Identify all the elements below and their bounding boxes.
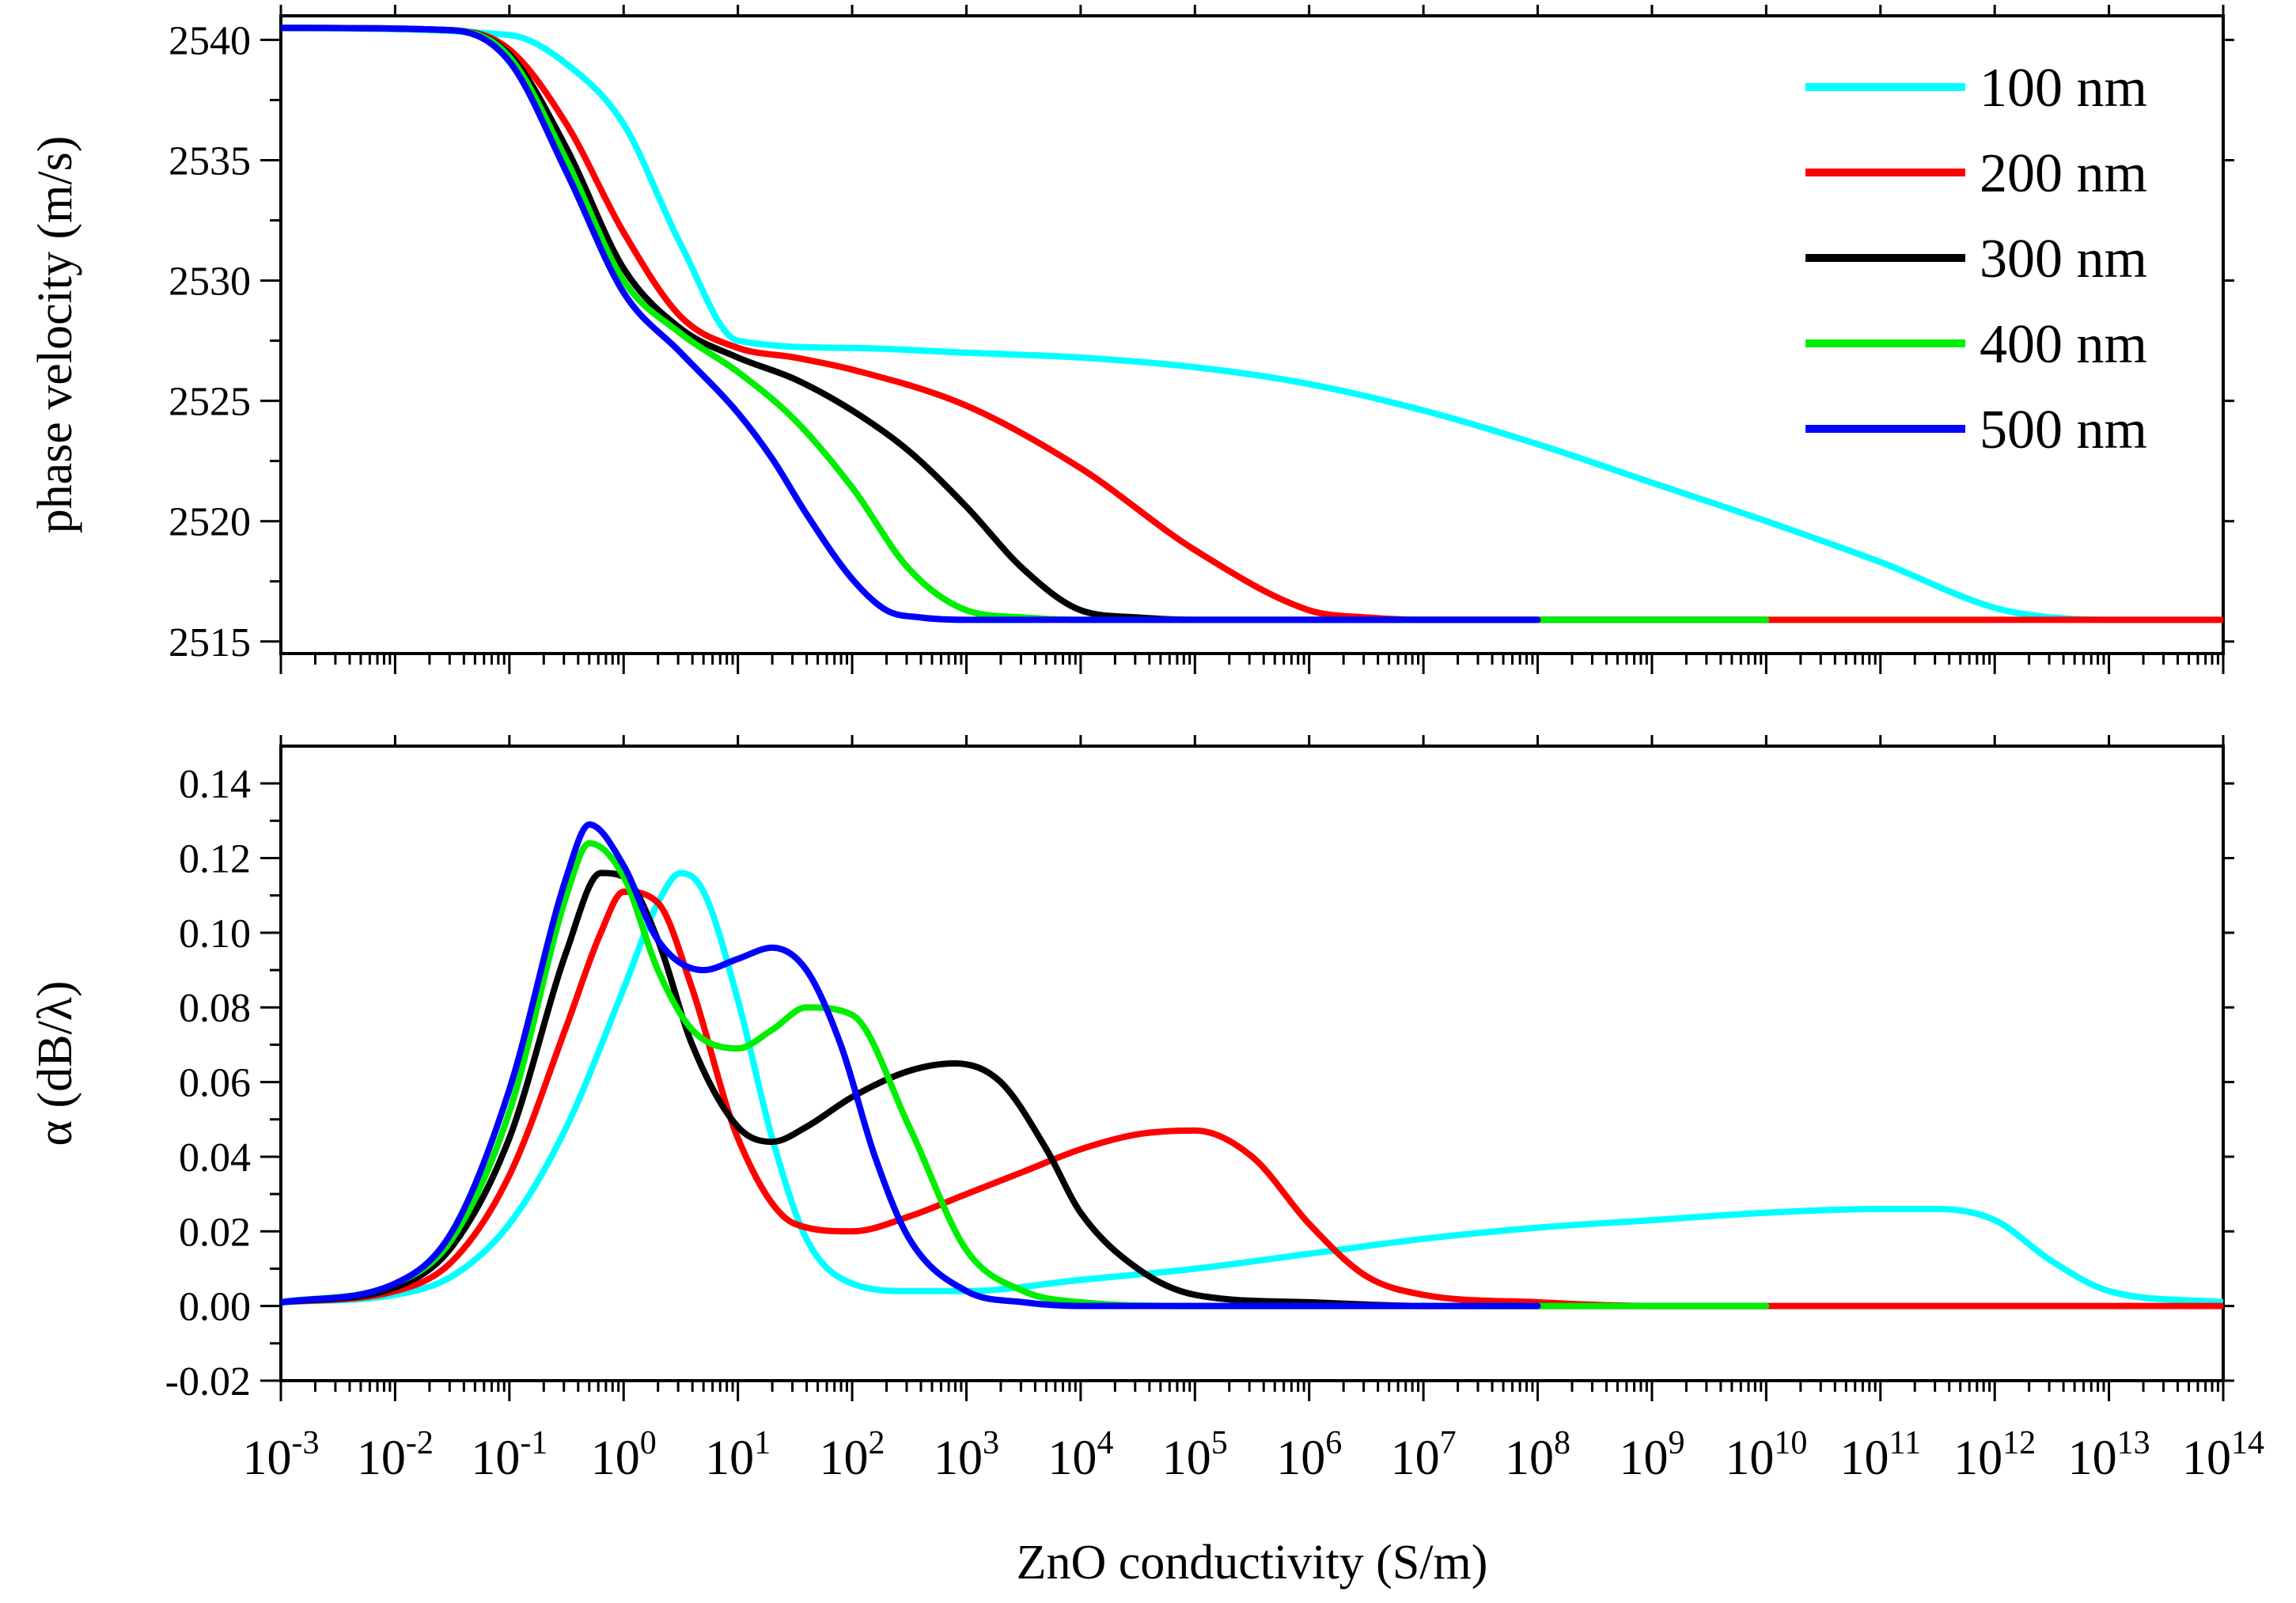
x-tick-label: 1010 bbox=[1725, 1425, 1807, 1485]
legend-label: 100 nm bbox=[1980, 58, 2147, 119]
x-tick-exponent: 5 bbox=[1211, 1425, 1228, 1461]
series-line-400-nm bbox=[281, 839, 1770, 1309]
x-tick-exponent: 12 bbox=[2002, 1425, 2036, 1461]
legend-label: 400 nm bbox=[1980, 314, 2147, 375]
x-tick-label: 102 bbox=[820, 1425, 885, 1485]
x-tick-base: 10 bbox=[1505, 1431, 1554, 1485]
x-tick-label: 1014 bbox=[2182, 1425, 2264, 1485]
legend-label: 300 nm bbox=[1980, 229, 2147, 290]
y-tick-label: 2540 bbox=[169, 18, 251, 63]
series-line-300-nm bbox=[281, 25, 1770, 623]
x-tick-base: 10 bbox=[1840, 1431, 1889, 1485]
legend: 100 nm 200 nm 300 nm 400 nm 500 nm bbox=[1805, 58, 2147, 460]
x-tick-exponent: 8 bbox=[1554, 1425, 1570, 1461]
x-tick-label: 1013 bbox=[2068, 1425, 2150, 1485]
x-tick-base: 10 bbox=[2182, 1431, 2231, 1485]
x-tick-label: 10-3 bbox=[243, 1425, 320, 1485]
y-tick-label: 0.10 bbox=[179, 911, 251, 957]
x-tick-label: 105 bbox=[1162, 1425, 1228, 1485]
x-tick-label: 104 bbox=[1048, 1425, 1113, 1485]
x-tick-base: 10 bbox=[1162, 1431, 1211, 1485]
x-tick-exponent: 4 bbox=[1097, 1425, 1113, 1461]
series-line-400-nm bbox=[281, 25, 1770, 623]
series-line-500-nm bbox=[281, 821, 1541, 1309]
x-tick-exponent: 6 bbox=[1325, 1425, 1342, 1461]
x-tick-label: 106 bbox=[1276, 1425, 1342, 1485]
x-tick-exponent: 14 bbox=[2231, 1425, 2264, 1461]
y-tick-label: 0.12 bbox=[179, 837, 251, 882]
y-axis-title: phase velocity (m/s) bbox=[28, 136, 82, 534]
x-tick-exponent: 7 bbox=[1440, 1425, 1457, 1461]
series-line-200-nm bbox=[281, 25, 2223, 623]
x-tick-base: 10 bbox=[2068, 1431, 2117, 1485]
y-axis-title: α (dB/λ) bbox=[28, 981, 82, 1146]
x-tick-label: 10-2 bbox=[357, 1425, 434, 1485]
x-tick-exponent: 11 bbox=[1889, 1425, 1921, 1461]
x-tick-label: 100 bbox=[591, 1425, 657, 1485]
x-tick-exponent: 0 bbox=[640, 1425, 657, 1461]
legend-label: 200 nm bbox=[1980, 143, 2147, 204]
y-tick-label: 0.08 bbox=[179, 986, 251, 1031]
series-line-100-nm bbox=[281, 25, 2223, 623]
x-tick-exponent: 13 bbox=[2117, 1425, 2150, 1461]
y-tick-label: 0.14 bbox=[179, 762, 251, 807]
x-tick-base: 10 bbox=[471, 1431, 520, 1485]
series-group bbox=[281, 25, 2223, 623]
plot-frame bbox=[279, 745, 2225, 1382]
x-tick-label: 103 bbox=[934, 1425, 999, 1485]
x-tick-base: 10 bbox=[1725, 1431, 1774, 1485]
x-tick-exponent: -1 bbox=[520, 1425, 547, 1461]
x-tick-base: 10 bbox=[934, 1431, 983, 1485]
y-tick-label: 2525 bbox=[169, 380, 251, 425]
x-tick-label: 1011 bbox=[1840, 1425, 1921, 1485]
x-tick-exponent: 2 bbox=[869, 1425, 885, 1461]
y-tick-label: 2520 bbox=[169, 500, 251, 545]
y-tick-label: 0.00 bbox=[179, 1285, 251, 1330]
y-tick-label: 2530 bbox=[169, 260, 251, 305]
x-tick-label: 1012 bbox=[1953, 1425, 2036, 1485]
top-panel: 2515 2520 2525 2530 2535 2540 phase velocity (… bbox=[28, 5, 2234, 674]
x-tick-label: 107 bbox=[1391, 1425, 1457, 1485]
series-line-300-nm bbox=[281, 870, 1770, 1309]
x-tick-exponent: 9 bbox=[1668, 1425, 1684, 1461]
x-tick-label: 101 bbox=[705, 1425, 771, 1485]
x-tick-base: 10 bbox=[1619, 1431, 1668, 1485]
y-tick-label: 2535 bbox=[169, 138, 251, 184]
y-tick-label: -0.02 bbox=[165, 1359, 251, 1404]
legend-label: 500 nm bbox=[1980, 400, 2147, 460]
series-line-200-nm bbox=[281, 889, 2223, 1309]
plot-frame bbox=[279, 14, 2225, 655]
x-tick-base: 10 bbox=[705, 1431, 754, 1485]
x-tick-exponent: 10 bbox=[1774, 1425, 1807, 1461]
y-tick-label: 0.06 bbox=[179, 1061, 251, 1106]
x-tick-base: 10 bbox=[820, 1431, 869, 1485]
x-tick-label: 108 bbox=[1505, 1425, 1570, 1485]
bottom-panel: -0.02 0.00 0.02 0.04 0.06 0.08 0.10 0.12 0.14 α (… bbox=[28, 735, 2264, 1590]
x-tick-exponent: -3 bbox=[292, 1425, 320, 1461]
x-tick-label: 10-1 bbox=[471, 1425, 547, 1485]
x-axis-title: ZnO conductivity (S/m) bbox=[1017, 1536, 1488, 1590]
y-tick-label: 2515 bbox=[169, 620, 251, 665]
x-tick-label: 109 bbox=[1619, 1425, 1684, 1485]
x-tick-exponent: 3 bbox=[983, 1425, 999, 1461]
y-tick-label: 0.04 bbox=[179, 1135, 251, 1180]
series-line-500-nm bbox=[281, 25, 1541, 623]
y-tick-label: 0.02 bbox=[179, 1210, 251, 1255]
x-tick-base: 10 bbox=[357, 1431, 406, 1485]
x-tick-exponent: -2 bbox=[406, 1425, 434, 1461]
x-tick-exponent: 1 bbox=[754, 1425, 771, 1461]
series-group bbox=[281, 821, 2223, 1309]
x-tick-base: 10 bbox=[1953, 1431, 2002, 1485]
x-tick-base: 10 bbox=[591, 1431, 640, 1485]
x-tick-base: 10 bbox=[243, 1431, 292, 1485]
x-tick-base: 10 bbox=[1048, 1431, 1097, 1485]
x-tick-base: 10 bbox=[1391, 1431, 1440, 1485]
x-tick-base: 10 bbox=[1276, 1431, 1325, 1485]
